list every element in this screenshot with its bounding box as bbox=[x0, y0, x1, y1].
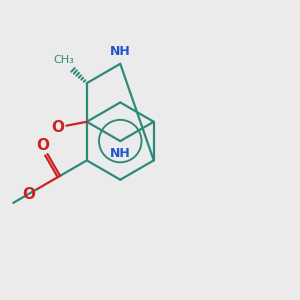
Text: O: O bbox=[52, 120, 65, 135]
Text: CH₃: CH₃ bbox=[53, 56, 74, 65]
Text: O: O bbox=[36, 138, 49, 153]
Text: NH: NH bbox=[110, 147, 131, 160]
Text: NH: NH bbox=[110, 45, 131, 58]
Text: O: O bbox=[22, 187, 35, 202]
